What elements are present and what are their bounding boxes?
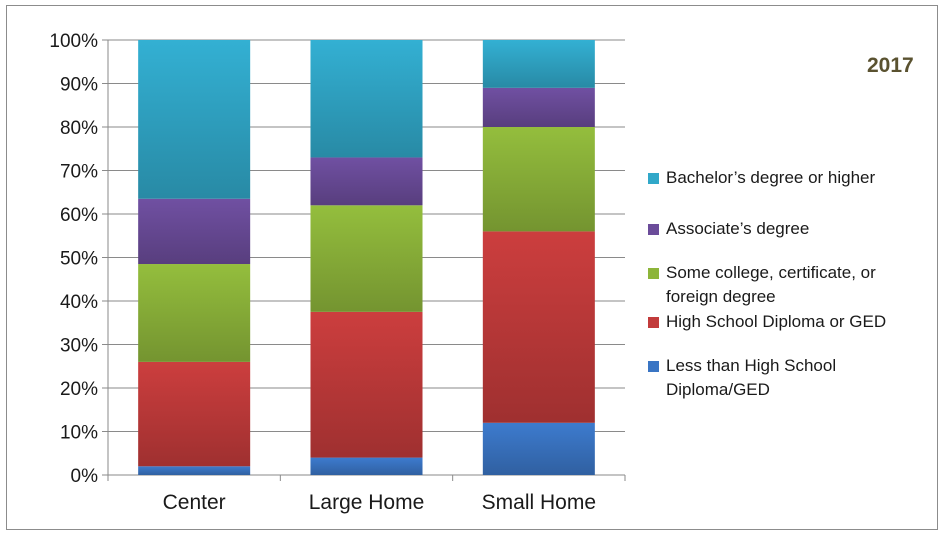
legend-item: Associate’s degree xyxy=(648,217,916,241)
legend-item: Bachelor’s degree or higher xyxy=(648,166,916,190)
bar-segment xyxy=(310,311,423,458)
y-tick-label: 100% xyxy=(49,31,98,52)
y-tick-label: 70% xyxy=(60,162,98,183)
bar-segment xyxy=(310,40,423,158)
legend-label: High School Diploma or GED xyxy=(666,312,887,331)
bar-segment xyxy=(138,361,251,467)
y-tick-label: 50% xyxy=(60,249,98,270)
chart-plot: 0% 10% 20% 30% 40% 50% 60% 70% 80% 90% 100% Center L… xyxy=(49,31,626,514)
x-category-label: Small Home xyxy=(482,491,596,514)
y-tick-label: 40% xyxy=(60,292,98,313)
legend-swatch xyxy=(648,173,659,184)
y-tick-label: 0% xyxy=(71,466,99,487)
bar-segment xyxy=(310,457,423,475)
legend-swatch xyxy=(648,224,659,235)
bar-segment xyxy=(482,231,595,423)
y-tick-label: 30% xyxy=(60,336,98,357)
legend-swatch xyxy=(648,361,659,372)
bar-segment xyxy=(138,40,251,199)
y-tick-label: 90% xyxy=(60,75,98,96)
chart-title: 2017 xyxy=(867,54,914,77)
legend-label: Less than High School Diploma/GED xyxy=(666,356,837,399)
legend-item: Some college, certificate, or foreign de… xyxy=(648,261,916,309)
y-tick-label: 80% xyxy=(60,118,98,139)
chart-frame: 0% 10% 20% 30% 40% 50% 60% 70% 80% 90% 100% Center L… xyxy=(6,5,938,530)
bar-segment xyxy=(310,157,423,206)
legend-label: Associate’s degree xyxy=(666,219,810,238)
bar-segment xyxy=(482,127,595,232)
x-category-label: Center xyxy=(163,491,226,514)
bar-segment xyxy=(482,40,595,88)
bar-segment xyxy=(138,466,251,475)
legend-item: High School Diploma or GED xyxy=(648,310,916,334)
y-tick-label: 60% xyxy=(60,205,98,226)
legend-swatch xyxy=(648,268,659,279)
bar-segment xyxy=(138,264,251,362)
legend-label: Bachelor’s degree or higher xyxy=(666,168,876,187)
bar-segment xyxy=(310,205,423,312)
legend-item: Less than High School Diploma/GED xyxy=(648,354,916,402)
x-category-label: Large Home xyxy=(309,491,425,514)
bar-segment xyxy=(482,87,595,127)
y-tick-label: 10% xyxy=(60,423,98,444)
bar-segment xyxy=(138,198,251,265)
y-tick-label: 20% xyxy=(60,379,98,400)
legend-label: Some college, certificate, or foreign de… xyxy=(666,263,876,306)
bar-segment xyxy=(482,422,595,475)
legend-swatch xyxy=(648,317,659,328)
